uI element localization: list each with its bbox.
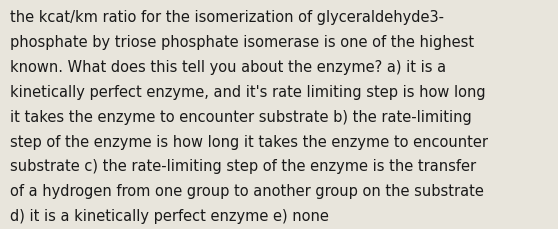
- Text: substrate c) the rate-limiting step of the enzyme is the transfer: substrate c) the rate-limiting step of t…: [10, 159, 476, 174]
- Text: d) it is a kinetically perfect enzyme e) none: d) it is a kinetically perfect enzyme e)…: [10, 208, 329, 223]
- Text: phosphate by triose phosphate isomerase is one of the highest: phosphate by triose phosphate isomerase …: [10, 35, 474, 50]
- Text: known. What does this tell you about the enzyme? a) it is a: known. What does this tell you about the…: [10, 60, 446, 75]
- Text: kinetically perfect enzyme, and it's rate limiting step is how long: kinetically perfect enzyme, and it's rat…: [10, 85, 485, 99]
- Text: of a hydrogen from one group to another group on the substrate: of a hydrogen from one group to another …: [10, 183, 484, 198]
- Text: the kcat/km ratio for the isomerization of glyceraldehyde3-: the kcat/km ratio for the isomerization …: [10, 10, 444, 25]
- Text: it takes the enzyme to encounter substrate b) the rate-limiting: it takes the enzyme to encounter substra…: [10, 109, 472, 124]
- Text: step of the enzyme is how long it takes the enzyme to encounter: step of the enzyme is how long it takes …: [10, 134, 488, 149]
